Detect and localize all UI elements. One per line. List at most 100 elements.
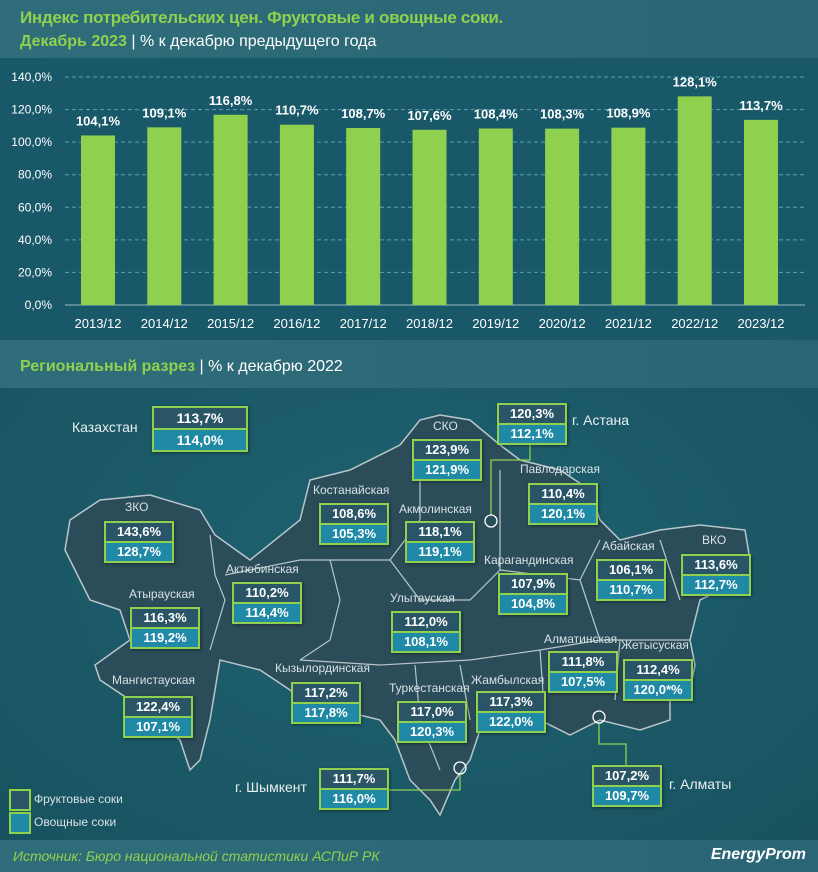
y-tick-label: 40,0%: [18, 233, 52, 247]
data-label: 128,1%: [673, 74, 718, 89]
subtitle-unit: | % к декабрю предыдущего года: [131, 33, 377, 50]
vegetable-juice-value: 108,1%: [393, 633, 459, 651]
region-box: 107,9% 104,8%: [498, 573, 568, 615]
legend-veg-label: Овощные соки: [34, 815, 117, 829]
vegetable-juice-value: 119,2%: [132, 629, 198, 647]
bar: [147, 127, 182, 305]
x-tick-label: 2013/12: [75, 316, 122, 331]
regional-title-text: Региональный разрез: [20, 358, 196, 375]
x-tick-label: 2018/12: [406, 316, 453, 331]
bar: [611, 127, 646, 305]
regional-subtitle: | % к декабрю 2022: [199, 358, 343, 375]
y-tick-label: 0,0%: [25, 298, 53, 312]
x-tick-label: 2014/12: [141, 316, 188, 331]
fruit-juice-value: 116,3%: [132, 609, 198, 629]
vegetable-juice-value: 120,3%: [399, 723, 465, 741]
x-tick-label: 2020/12: [539, 316, 586, 331]
x-tick-label: 2022/12: [671, 316, 718, 331]
fruit-juice-value: 117,3%: [478, 693, 544, 713]
region-label: г. Шымкент: [235, 779, 307, 795]
vegetable-juice-value: 120,0*%: [625, 681, 691, 699]
region-label: Туркестанская: [389, 681, 470, 695]
legend-fruit-label: Фруктовые соки: [34, 792, 123, 806]
x-tick-label: 2019/12: [472, 316, 519, 331]
legend-fruit-swatch: [9, 789, 31, 811]
data-label: 108,7%: [341, 106, 386, 121]
region-label: Абайская: [602, 539, 655, 553]
data-label: 107,6%: [407, 108, 452, 123]
region-box: 143,6% 128,7%: [104, 521, 174, 563]
chart-svg: 0,0% 20,0% 40,0% 60,0% 80,0% 100,0% 120,0% 140,…: [11, 70, 805, 331]
vegetable-juice-value: 114,0%: [154, 430, 246, 450]
fruit-juice-value: 143,6%: [106, 523, 172, 543]
region-box: 111,8% 107,5%: [548, 651, 618, 693]
y-tick-label: 80,0%: [18, 168, 52, 182]
data-label: 108,9%: [606, 106, 651, 121]
y-tick-label: 120,0%: [11, 103, 52, 117]
fruit-juice-value: 123,9%: [414, 441, 480, 461]
vegetable-juice-value: 116,0%: [321, 790, 387, 808]
bar: [412, 129, 447, 305]
bar: [81, 135, 115, 305]
region-label: СКО: [433, 419, 458, 433]
vegetable-juice-value: 122,0%: [478, 713, 544, 731]
region-box: 112,4% 120,0*%: [623, 659, 693, 701]
vegetable-juice-value: 117,8%: [293, 704, 359, 722]
data-label: 108,4%: [474, 106, 519, 121]
bar: [545, 128, 580, 305]
energyprom-logo: EnergyProm: [710, 846, 806, 863]
footer: Источник: Бюро национальной статистики А…: [0, 840, 818, 872]
legend-veg-swatch: [9, 812, 31, 834]
region-label: Улытауская: [390, 591, 455, 605]
region-label: г. Алматы: [669, 776, 732, 792]
fruit-juice-value: 120,3%: [499, 405, 565, 425]
region-box: 108,6% 105,3%: [319, 503, 389, 545]
region-label: Алматинская: [544, 632, 618, 646]
region-box: 113,7% 114,0%: [152, 406, 248, 452]
regional-title: Региональный разрез | % к декабрю 2022: [20, 358, 343, 376]
almaty-marker-icon: [592, 710, 606, 724]
fruit-juice-value: 117,2%: [293, 684, 359, 704]
region-label: Актюбинская: [226, 562, 299, 576]
vegetable-juice-value: 119,1%: [407, 543, 473, 561]
bar: [213, 114, 248, 305]
region-label: Карагандинская: [484, 553, 574, 567]
region-label: Павлодарская: [520, 462, 600, 476]
region-label: Кызылординская: [275, 661, 370, 675]
y-tick-label: 140,0%: [11, 70, 52, 84]
region-box: 117,3% 122,0%: [476, 691, 546, 733]
region-label: Мангистауская: [112, 673, 195, 687]
fruit-juice-value: 106,1%: [598, 561, 664, 581]
region-box: 113,6% 112,7%: [681, 554, 751, 596]
fruit-juice-value: 122,4%: [125, 698, 191, 718]
region-label: г. Астана: [572, 412, 630, 428]
data-label: 116,8%: [209, 93, 253, 108]
region-label: Жамбылская: [471, 673, 545, 687]
x-tick-label: 2021/12: [605, 316, 652, 331]
region-box: 122,4% 107,1%: [123, 696, 193, 738]
region-box: 111,7% 116,0%: [319, 768, 389, 810]
vegetable-juice-value: 114,4%: [234, 604, 300, 622]
vegetable-juice-value: 105,3%: [321, 525, 387, 543]
data-label: 113,7%: [739, 98, 783, 113]
vegetable-juice-value: 107,5%: [550, 673, 616, 691]
x-tick-label: 2016/12: [273, 316, 320, 331]
region-box: 120,3% 112,1%: [497, 403, 567, 445]
region-label: ВКО: [702, 533, 727, 547]
page-subtitle: Декабрь 2023 | % к декабрю предыдущего г…: [20, 33, 376, 51]
fruit-juice-value: 118,1%: [407, 523, 473, 543]
fruit-juice-value: 112,4%: [625, 661, 691, 681]
region-label: ЗКО: [125, 500, 149, 514]
data-label: 109,1%: [142, 105, 187, 120]
page-title: Индекс потребительских цен. Фруктовые и …: [20, 8, 503, 27]
fruit-juice-value: 110,2%: [234, 584, 300, 604]
region-box: 117,2% 117,8%: [291, 682, 361, 724]
vegetable-juice-value: 104,8%: [500, 595, 566, 613]
vegetable-juice-value: 121,9%: [414, 461, 480, 479]
y-tick-label: 100,0%: [11, 135, 52, 149]
fruit-juice-value: 110,4%: [530, 485, 596, 505]
data-label: 104,1%: [76, 113, 121, 128]
x-tick-label: 2023/12: [738, 316, 785, 331]
region-box: 110,4% 120,1%: [528, 483, 598, 525]
fruit-juice-value: 117,0%: [399, 703, 465, 723]
